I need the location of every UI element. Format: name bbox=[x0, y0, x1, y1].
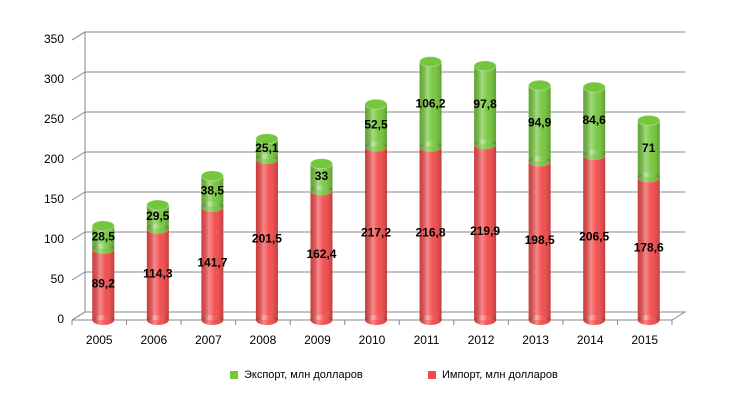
data-label: 201,5 bbox=[252, 232, 282, 246]
cylinder-shade bbox=[201, 206, 224, 320]
cylinder-top bbox=[309, 158, 333, 170]
cylinder-top bbox=[473, 60, 497, 72]
legend-label: Импорт, млн долларов bbox=[442, 369, 558, 381]
x-tick-label: 2013 bbox=[522, 333, 549, 347]
data-label: 89,2 bbox=[92, 276, 116, 290]
data-label: 25,1 bbox=[255, 141, 279, 155]
data-label: 52,5 bbox=[364, 117, 388, 131]
data-label: 28,5 bbox=[92, 229, 116, 243]
x-tick-label: 2015 bbox=[631, 333, 658, 347]
x-tick-label: 2014 bbox=[577, 333, 604, 347]
x-tick-label: 2008 bbox=[250, 333, 277, 347]
cylinder-top bbox=[200, 170, 224, 182]
y-tick-label: 150 bbox=[44, 192, 64, 206]
x-tick-label: 2005 bbox=[86, 333, 113, 347]
cylinder-top bbox=[364, 98, 388, 110]
data-label: 198,5 bbox=[525, 233, 555, 247]
cylinder-shade bbox=[583, 87, 606, 155]
cylinder-shade bbox=[255, 138, 278, 159]
y-tick-label: 50 bbox=[51, 272, 65, 286]
cylinder-shade bbox=[419, 146, 442, 320]
cylinder-shade bbox=[583, 154, 606, 320]
x-tick-label: 2011 bbox=[414, 333, 440, 347]
cylinder-shade bbox=[92, 248, 115, 320]
data-label: 94,9 bbox=[528, 115, 552, 129]
data-label: 33 bbox=[315, 169, 329, 183]
cylinder-shade bbox=[637, 177, 660, 320]
cylinder-shade bbox=[637, 120, 660, 178]
legend-label: Экспорт, млн долларов bbox=[244, 369, 363, 381]
cylinder-top bbox=[91, 220, 115, 232]
cylinder-shade bbox=[474, 65, 497, 145]
cylinder-shade bbox=[255, 158, 278, 320]
y-tick-label: 300 bbox=[44, 72, 64, 86]
cylinder-shade bbox=[146, 228, 169, 320]
cylinder-top bbox=[582, 81, 606, 93]
cylinder-shade bbox=[365, 104, 387, 147]
y-tick-label: 250 bbox=[44, 112, 64, 126]
y-tick-label: 200 bbox=[44, 152, 64, 166]
data-label: 97,8 bbox=[473, 97, 497, 111]
data-label: 206,5 bbox=[579, 230, 609, 244]
data-label: 29,5 bbox=[146, 209, 170, 223]
cylinder-top bbox=[528, 79, 552, 91]
y-tick-label: 100 bbox=[44, 232, 64, 246]
x-tick-label: 2012 bbox=[468, 333, 495, 347]
x-tick-label: 2010 bbox=[359, 333, 386, 347]
y-tick-label: 350 bbox=[44, 32, 64, 46]
data-label: 219,9 bbox=[470, 224, 500, 238]
data-label: 217,2 bbox=[361, 225, 391, 239]
x-tick-label: 2006 bbox=[140, 333, 167, 347]
cylinder-top bbox=[419, 56, 443, 68]
legend-swatch bbox=[230, 371, 238, 379]
cylinder-shade bbox=[365, 146, 387, 320]
cylinder-shade bbox=[146, 204, 169, 229]
data-label: 84,6 bbox=[583, 113, 607, 127]
x-tick-label: 2007 bbox=[195, 333, 222, 347]
data-label: 106,2 bbox=[416, 96, 446, 110]
cylinder-shade bbox=[310, 190, 333, 320]
cylinder-shade bbox=[419, 61, 442, 147]
data-label: 162,4 bbox=[306, 247, 336, 261]
y-tick-label: 0 bbox=[57, 312, 64, 326]
data-label: 141,7 bbox=[197, 255, 227, 269]
data-label: 114,3 bbox=[143, 266, 173, 280]
cylinder-shade bbox=[92, 225, 115, 249]
data-label: 178,6 bbox=[634, 241, 664, 255]
left-wall bbox=[71, 31, 86, 321]
legend-swatch bbox=[428, 371, 436, 379]
cylinder-shade bbox=[474, 144, 497, 320]
cylinder-shade bbox=[528, 85, 551, 162]
data-label: 38,5 bbox=[201, 183, 225, 197]
cylinder-top bbox=[637, 114, 661, 126]
grid-line bbox=[71, 71, 685, 81]
cylinder-top bbox=[146, 199, 170, 211]
cylinder-top bbox=[255, 133, 279, 145]
grid-line bbox=[71, 31, 685, 41]
cylinder-shade bbox=[201, 175, 224, 207]
data-label: 216,8 bbox=[416, 225, 446, 239]
cylinder-shade bbox=[310, 163, 333, 191]
data-label: 71 bbox=[642, 141, 656, 155]
x-tick-label: 2009 bbox=[304, 333, 331, 347]
cylinder-shade bbox=[528, 161, 551, 320]
